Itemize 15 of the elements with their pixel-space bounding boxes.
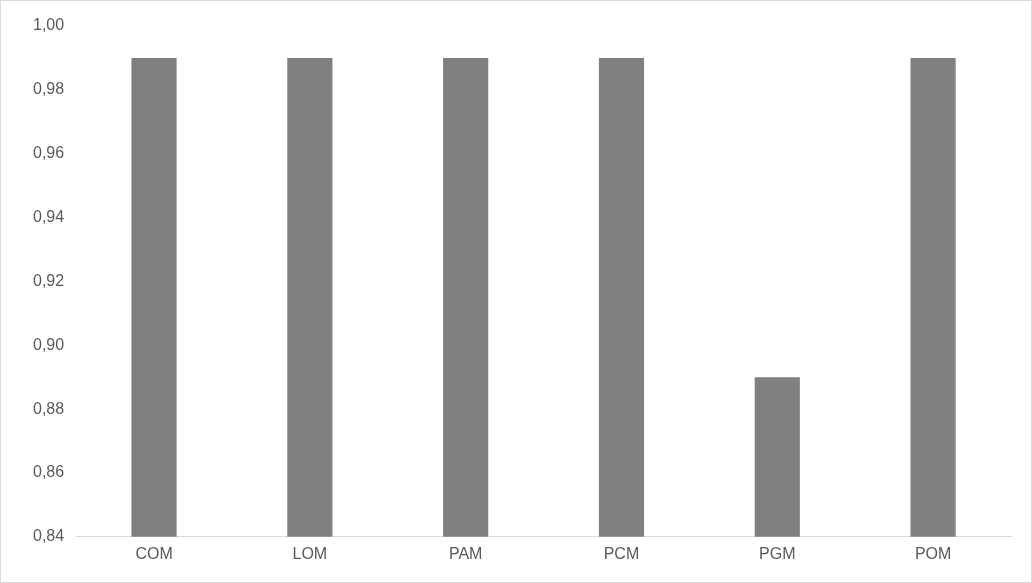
x-tick-label: POM bbox=[914, 544, 952, 562]
y-tick-label: 0,86 bbox=[33, 463, 65, 481]
y-tick-label: 0,90 bbox=[33, 335, 65, 353]
x-tick-label: LOM bbox=[292, 544, 328, 562]
x-tick-label: COM bbox=[135, 544, 173, 562]
y-tick-label: 0,96 bbox=[33, 144, 65, 162]
y-tick-label: 1,00 bbox=[33, 16, 65, 34]
y-tick-label: 0,92 bbox=[33, 271, 65, 289]
x-tick-label: PAM bbox=[448, 544, 483, 562]
x-tick-label: PCM bbox=[603, 544, 640, 562]
y-tick-label: 0,84 bbox=[33, 527, 65, 545]
x-tick-label: PGM bbox=[759, 544, 796, 562]
y-tick-label: 0,94 bbox=[33, 207, 65, 225]
y-tick-label: 0,88 bbox=[33, 399, 65, 417]
y-tick-label: 0,98 bbox=[33, 80, 65, 98]
